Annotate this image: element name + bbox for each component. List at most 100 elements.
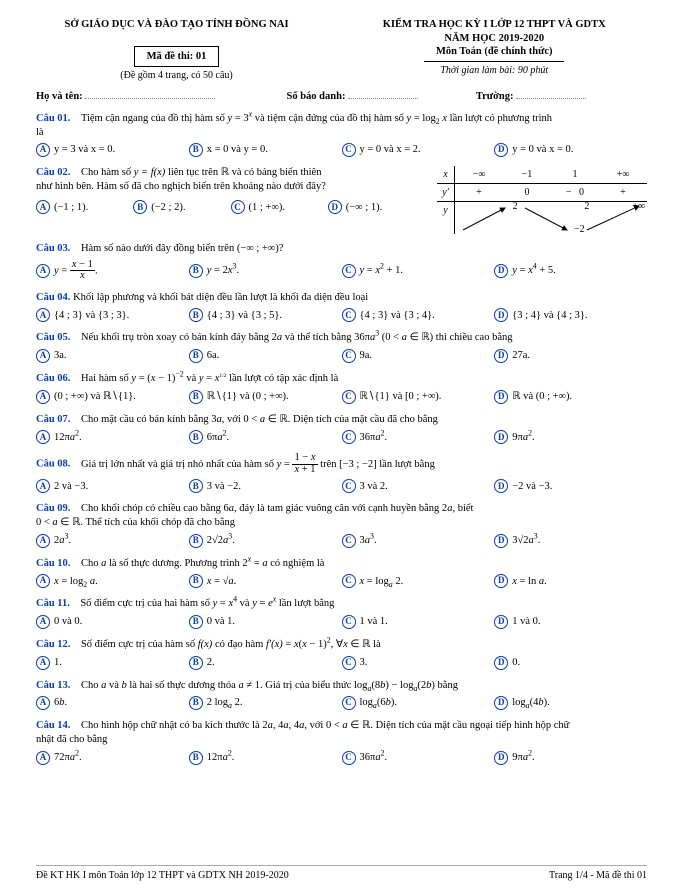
q10-text: Cho a là số thực dương. Phương trình 2x …	[73, 558, 324, 569]
q14-opt-a: A	[36, 751, 50, 765]
q9-c-text: 3a3.	[360, 534, 377, 548]
q5-c-text: 9a.	[360, 349, 373, 363]
q4-opt-a: A	[36, 308, 50, 322]
footer-right: Trang 1/4 - Mã đề thi 01	[549, 869, 647, 882]
q14-b-text: 12πa2.	[207, 751, 235, 765]
q6-opt-c: C	[342, 390, 356, 404]
q2-label: Câu 02.	[36, 167, 70, 178]
q1-d-text: y = 0 và x = 0.	[512, 143, 573, 157]
q12-text: Số điểm cực trị của hàm số f(x) có đạo h…	[73, 639, 381, 650]
q3-c-text: y = x2 + 1.	[360, 264, 404, 278]
q3-label: Câu 03.	[36, 243, 70, 254]
q6-opt-d: D	[494, 390, 508, 404]
q3-opt-c: C	[342, 264, 356, 278]
q4-text: Khối lập phương và khối bát diện đều lần…	[73, 292, 368, 303]
question-9: Câu 09. Cho khối chóp có chiều cao bằng …	[36, 502, 647, 548]
q4-d-text: {3 ; 4} và {4 ; 3}.	[512, 309, 587, 323]
q13-opt-a: A	[36, 696, 50, 710]
q2-b-text: (−2 ; 2).	[151, 201, 185, 215]
q4-label: Câu 04.	[36, 292, 70, 303]
q11-a-text: 0 và 0.	[54, 615, 82, 629]
q9-label: Câu 09.	[36, 503, 70, 514]
q7-c-text: 36πa2.	[360, 431, 388, 445]
q12-label: Câu 12.	[36, 639, 70, 650]
q4-opt-b: B	[189, 308, 203, 322]
name-label: Họ và tên:	[36, 91, 83, 102]
q14-text1: Cho hình hộp chữ nhật có ba kích thước l…	[73, 720, 569, 731]
q2-opt-a: A	[36, 200, 50, 214]
q10-opt-c: C	[342, 574, 356, 588]
q7-opt-d: D	[494, 430, 508, 444]
q9-opt-a: A	[36, 534, 50, 548]
q5-label: Câu 05.	[36, 332, 70, 343]
header-right: KIỂM TRA HỌC KỲ I LỚP 12 THPT VÀ GDTX NĂ…	[342, 18, 648, 82]
q13-text: Cho a và b là hai số thực dương thỏa a ≠…	[73, 680, 458, 691]
q8-opt-d: D	[494, 479, 508, 493]
q2-text2: như hình bên. Hàm số đã cho nghịch biến …	[36, 181, 326, 192]
q1-a-text: y = 3 và x = 0.	[54, 143, 115, 157]
q3-b-text: y = 2x3.	[207, 264, 239, 278]
q8-a-text: 2 và −3.	[54, 480, 88, 494]
question-3: Câu 03. Hàm số nào dưới đây đồng biến tr…	[36, 242, 647, 283]
q11-opt-b: B	[189, 615, 203, 629]
q9-a-text: 2a3.	[54, 534, 71, 548]
q5-opt-b: B	[189, 349, 203, 363]
id-label: Số báo danh:	[287, 91, 346, 102]
q11-opt-c: C	[342, 615, 356, 629]
q8-b-text: 3 và −2.	[207, 480, 241, 494]
ministry: SỞ GIÁO DỤC VÀ ĐÀO TẠO TỈNH ĐỒNG NAI	[36, 18, 317, 32]
question-10: Câu 10. Cho a là số thực dương. Phương t…	[36, 557, 647, 590]
q12-b-text: 2.	[207, 656, 215, 670]
tbl-yp1: 0	[503, 184, 551, 201]
q6-c-text: ℝ∖{1} và [0 ; +∞).	[360, 390, 442, 404]
page-info: (Đề gồm 4 trang, có 50 câu)	[36, 69, 317, 82]
q11-label: Câu 11.	[36, 598, 70, 609]
q11-opt-a: A	[36, 615, 50, 629]
q7-opt-c: C	[342, 430, 356, 444]
q13-b-text: 2 loga 2.	[207, 696, 243, 710]
q13-opt-d: D	[494, 696, 508, 710]
q8-c-text: 3 và 2.	[360, 480, 388, 494]
q5-a-text: 3a.	[54, 349, 67, 363]
q3-opt-b: B	[189, 264, 203, 278]
q12-c-text: 3.	[360, 656, 368, 670]
school-field	[516, 98, 586, 99]
q10-b-text: x = √a.	[207, 575, 236, 589]
q11-text: Số điểm cực trị của hai hàm số y = x4 và…	[72, 598, 334, 609]
tbl-x0: −∞	[455, 166, 503, 183]
q1-text: Tiệm cận ngang của đồ thị hàm số y = 3x …	[73, 113, 552, 124]
exam-year: NĂM HỌC 2019-2020	[342, 32, 648, 46]
question-8: Câu 08. Giá trị lớn nhất và giá trị nhỏ …	[36, 453, 647, 494]
q7-label: Câu 07.	[36, 414, 70, 425]
q8-label: Câu 08.	[36, 459, 70, 470]
q2-opt-c: C	[231, 200, 245, 214]
variation-table: x −∞ −1 1 +∞ y' + 0 − 0 + y 2	[437, 166, 647, 234]
q14-a-text: 72πa2.	[54, 751, 82, 765]
q7-d-text: 9πa2.	[512, 431, 534, 445]
q7-opt-a: A	[36, 430, 50, 444]
q6-opt-b: B	[189, 390, 203, 404]
q12-opt-d: D	[494, 656, 508, 670]
q5-text: Nếu khối trụ tròn xoay có bán kính đáy b…	[73, 332, 512, 343]
q1-label: Câu 01.	[36, 113, 70, 124]
q7-b-text: 6πa2.	[207, 431, 229, 445]
q5-d-text: 27a.	[512, 349, 530, 363]
school-label: Trường:	[476, 91, 514, 102]
q4-opt-d: D	[494, 308, 508, 322]
q2-a-text: (−1 ; 1).	[54, 201, 88, 215]
q10-opt-d: D	[494, 574, 508, 588]
q13-opt-c: C	[342, 696, 356, 710]
q10-c-text: x = loga 2.	[360, 575, 404, 589]
q9-text1: Cho khối chóp có chiều cao bằng 6a, đáy …	[73, 503, 473, 514]
q5-opt-c: C	[342, 349, 356, 363]
q9-opt-c: C	[342, 534, 356, 548]
question-1: Câu 01. Tiệm cận ngang của đồ thị hàm số…	[36, 112, 647, 158]
q6-opt-a: A	[36, 390, 50, 404]
q6-text: Hai hàm số y = (x − 1)−2 và y = x1/2 lần…	[73, 373, 338, 384]
q4-b-text: {4 ; 3} và {3 ; 5}.	[207, 309, 282, 323]
arrows-icon	[455, 202, 647, 234]
q2-opt-d: D	[328, 200, 342, 214]
q3-opt-a: A	[36, 264, 50, 278]
q7-text: Cho mặt cầu có bán kính bằng 3a, với 0 <…	[73, 414, 438, 425]
question-12: Câu 12. Số điểm cực trị của hàm số f(x) …	[36, 638, 647, 671]
